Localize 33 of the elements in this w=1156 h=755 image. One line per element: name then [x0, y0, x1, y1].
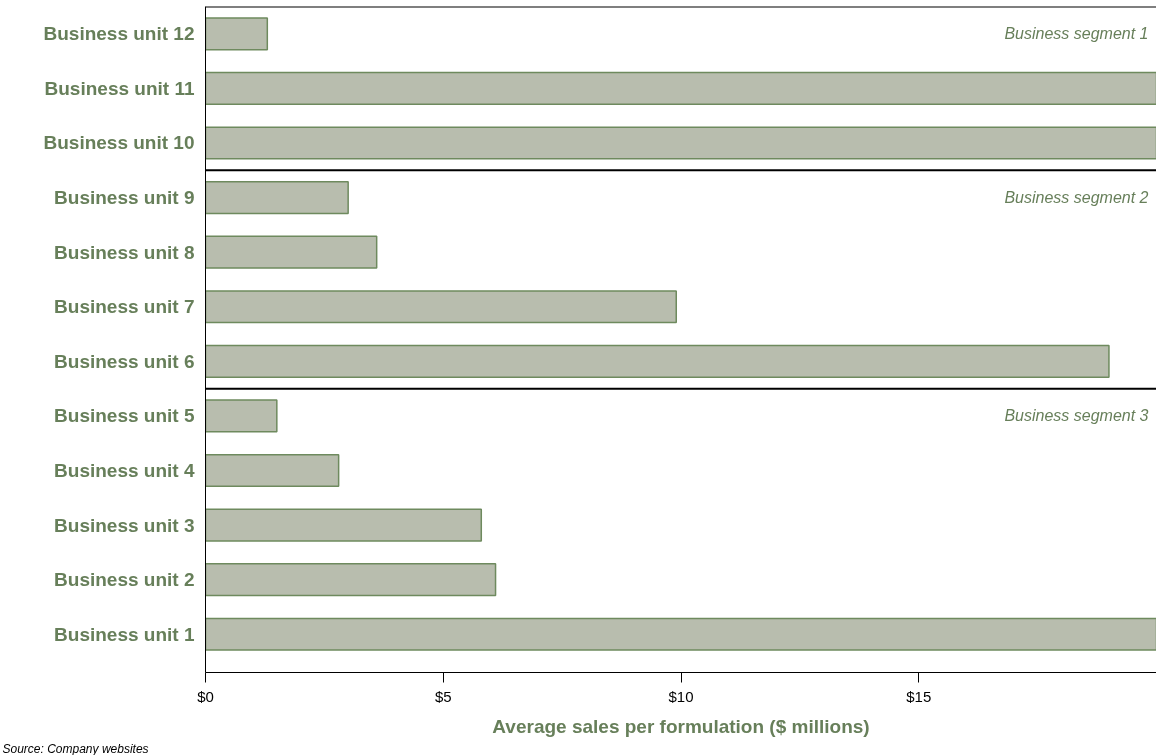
bar	[205, 563, 497, 597]
y-tick-label: Business unit 1	[54, 623, 195, 645]
y-tick-label: Business unit 7	[54, 296, 195, 318]
x-tick-label: $5	[434, 687, 452, 705]
y-tick-label: Business unit 4	[54, 460, 195, 482]
annotation: Business segment 1	[1004, 25, 1149, 43]
bar	[205, 71, 1156, 105]
bar	[205, 290, 677, 324]
y-tick-label: Business unit 10	[43, 132, 195, 154]
bar	[205, 180, 349, 215]
bar	[205, 126, 1156, 160]
x-tick-label: $15	[906, 687, 932, 705]
y-tick-label: Business unit 8	[54, 241, 195, 263]
x-tick-label: $10	[668, 687, 694, 705]
y-tick-label: Business unit 11	[44, 77, 195, 99]
x-tick-label: $0	[197, 687, 214, 705]
bar	[205, 17, 269, 51]
bar	[205, 508, 483, 542]
bar	[205, 344, 1110, 378]
source-note: Source: Company websites	[2, 741, 149, 755]
annotation: Business segment 3	[1004, 407, 1149, 425]
x-axis-title: Average sales per formulation ($ millions)	[492, 715, 870, 737]
y-tick-label: Business unit 3	[54, 514, 195, 536]
y-tick-label: Business unit 9	[54, 187, 195, 209]
y-tick-label: Business unit 2	[54, 569, 195, 591]
bar	[205, 453, 340, 488]
bar	[205, 235, 378, 269]
y-tick-label: Business unit 12	[43, 23, 195, 45]
bar	[205, 617, 1156, 651]
y-tick-label: Business unit 6	[54, 350, 195, 372]
y-tick-label: Business unit 5	[54, 405, 195, 427]
bar	[205, 399, 278, 433]
annotation: Business segment 2	[1004, 189, 1149, 207]
